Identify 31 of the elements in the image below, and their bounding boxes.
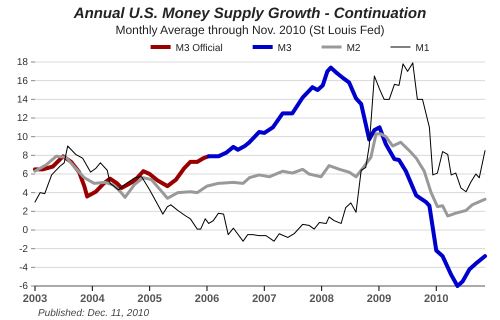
y-tick-label: 2 xyxy=(22,206,28,218)
line-series xyxy=(34,132,486,218)
x-tick-label: 2006 xyxy=(194,292,220,305)
y-tick-label: 18 xyxy=(16,57,28,68)
text: Published: Dec. 11, 2010 xyxy=(38,308,150,319)
line-series xyxy=(206,66,487,288)
x-tick-label: 2008 xyxy=(309,292,334,305)
y-tick-label: 10 xyxy=(16,132,28,143)
y-tick-label: 0 xyxy=(22,225,28,236)
line-series xyxy=(34,62,486,242)
legend-label: M2 xyxy=(346,43,361,54)
y-tick-label: 14 xyxy=(16,94,28,106)
x-tick-label: 2003 xyxy=(22,292,48,305)
y-tick-label: 6 xyxy=(22,169,28,180)
legend-label: M3 xyxy=(278,43,292,54)
x-tick-label: 2007 xyxy=(252,292,277,305)
chart-subtitle: Monthly Average through Nov. 2010 (St Louis Fed) xyxy=(115,23,385,37)
x-tick-label: 2005 xyxy=(137,292,162,305)
y-tick-label: -4 xyxy=(19,262,28,274)
x-tick-label: 2009 xyxy=(366,292,392,305)
x-tick-label: 2004 xyxy=(80,292,106,305)
y-tick-label: 12 xyxy=(16,113,28,124)
chart-title: Annual U.S. Money Supply Growth - Continuation xyxy=(72,5,426,22)
y-tick-label: 8 xyxy=(22,150,28,162)
y-tick-label: -2 xyxy=(19,244,28,255)
y-tick-label: -6 xyxy=(19,281,28,292)
y-tick-label: 16 xyxy=(16,76,28,87)
y-tick-label: 4 xyxy=(22,188,28,199)
legend-label: M3 Official xyxy=(176,43,223,54)
legend-label: M1 xyxy=(415,43,430,54)
x-tick-label: 2010 xyxy=(424,292,449,305)
